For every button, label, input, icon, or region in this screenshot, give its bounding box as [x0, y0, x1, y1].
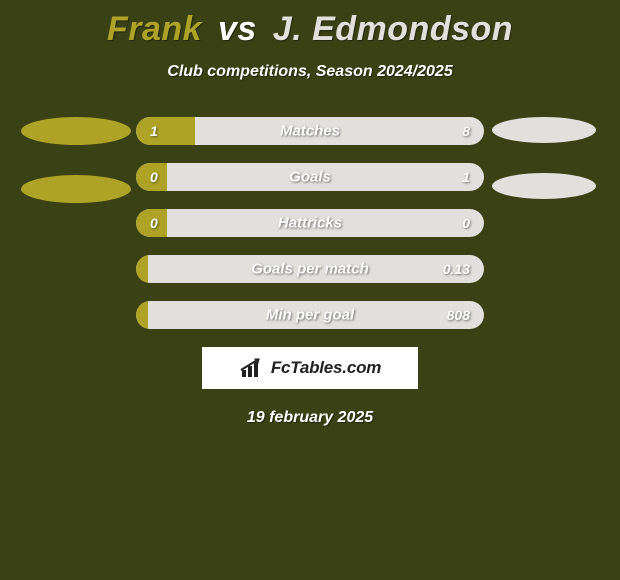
- stat-right-value: 1: [462, 169, 470, 185]
- stat-right-value: 0.13: [443, 261, 470, 277]
- bar-chart-icon: [239, 356, 267, 380]
- logo-text-rest: Tables.com: [290, 358, 381, 377]
- stat-right-value: 0: [462, 215, 470, 231]
- stat-bar-row: Goals per match 0.13: [136, 255, 484, 283]
- stat-label: Hattricks: [278, 215, 342, 232]
- player1-marker: [21, 117, 131, 145]
- comparison-layout: 1 Matches 8 0 Goals 1 0 Hattricks 0 Goals per mat…: [0, 117, 620, 329]
- comparison-title: Frank vs J. Edmondson: [0, 0, 620, 49]
- stat-bar-fill: [136, 301, 148, 329]
- logo-text: FcTables.com: [271, 358, 381, 378]
- title-player2: J. Edmondson: [273, 10, 513, 48]
- stat-bar-row: 0 Goals 1: [136, 163, 484, 191]
- stat-label: Goals per match: [251, 261, 369, 278]
- stat-bar-row: 1 Matches 8: [136, 117, 484, 145]
- subtitle: Club competitions, Season 2024/2025: [0, 63, 620, 81]
- right-markers-column: [484, 117, 604, 199]
- player2-marker: [492, 117, 596, 143]
- stat-right-value: 808: [447, 307, 470, 323]
- stat-label: Goals: [289, 169, 331, 186]
- title-player1: Frank: [107, 10, 202, 48]
- stat-bar-fill: [136, 255, 148, 283]
- logo-text-fc: Fc: [271, 358, 290, 377]
- stat-left-value: 0: [150, 169, 158, 185]
- date-line: 19 february 2025: [0, 409, 620, 427]
- player1-marker: [21, 175, 131, 203]
- stat-label: Matches: [280, 123, 340, 140]
- fctables-logo: FcTables.com: [202, 347, 418, 389]
- stat-bars: 1 Matches 8 0 Goals 1 0 Hattricks 0 Goals per mat…: [136, 117, 484, 329]
- title-vs: vs: [218, 10, 257, 48]
- stat-bar-row: Min per goal 808: [136, 301, 484, 329]
- stat-left-value: 1: [150, 123, 158, 139]
- stat-bar-fill: [136, 117, 195, 145]
- stat-bar-row: 0 Hattricks 0: [136, 209, 484, 237]
- stat-left-value: 0: [150, 215, 158, 231]
- stat-right-value: 8: [462, 123, 470, 139]
- player2-marker: [492, 173, 596, 199]
- left-markers-column: [16, 117, 136, 203]
- stat-label: Min per goal: [266, 307, 354, 324]
